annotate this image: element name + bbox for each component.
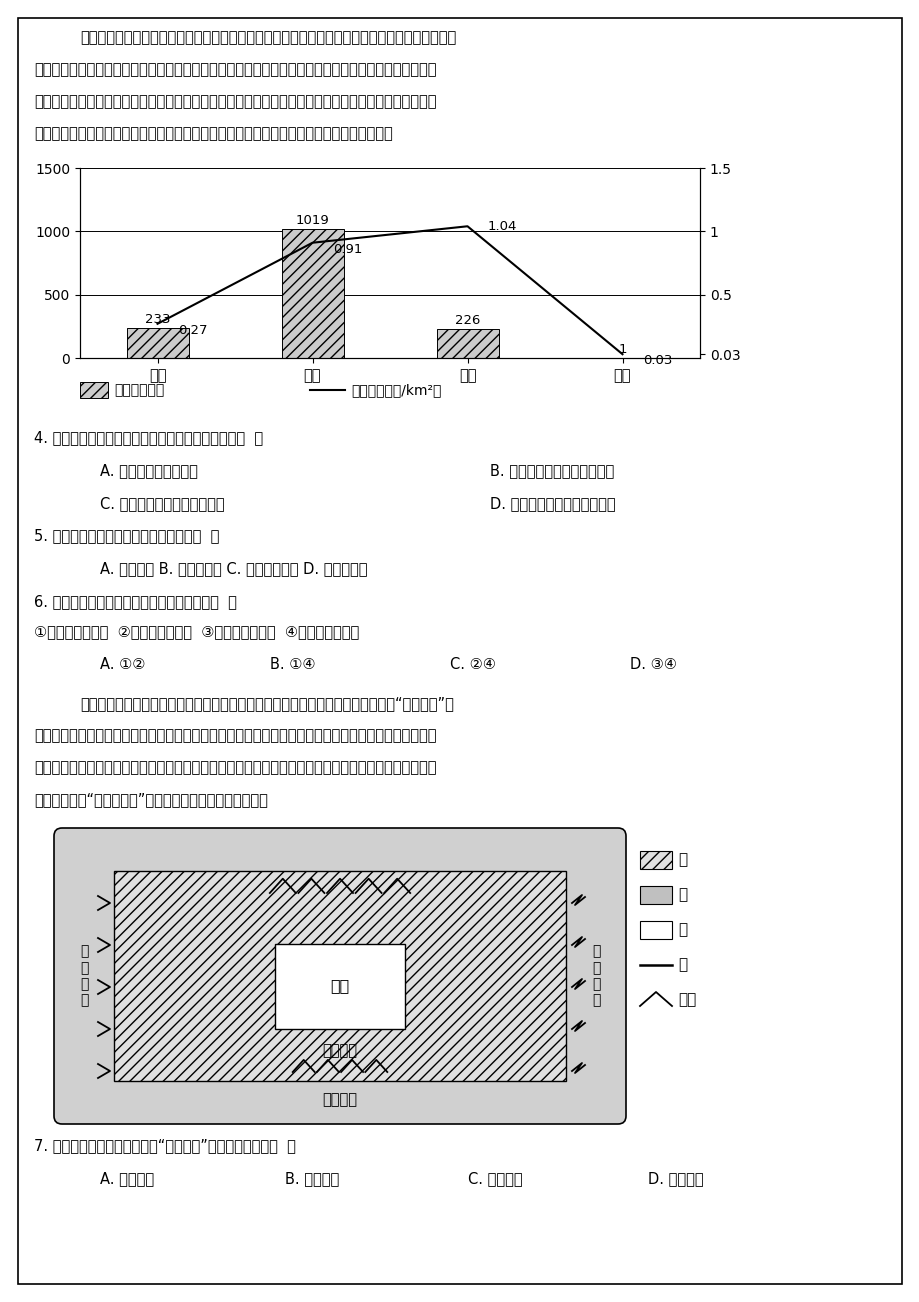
Text: 0.27: 0.27 [177, 324, 207, 337]
Text: 生产空间: 生产空间 [323, 1043, 357, 1059]
Text: A. 丘陵区灾点数量最多: A. 丘陵区灾点数量最多 [100, 464, 198, 478]
Bar [640, 921, 671, 939]
Text: 灾点密度（处/km²）: 灾点密度（处/km²） [351, 383, 441, 397]
Text: 平原四个地貌类型。该县崩塔、滑坡与不稳定斜坡主要发育于低山、丘陵等区域，泥石流主要分布于中山: 平原四个地貌类型。该县崩塔、滑坡与不稳定斜坡主要发育于低山、丘陵等区域，泥石流主… [34, 94, 436, 109]
Bar [275, 944, 404, 1029]
Text: 黄
土
丘
陵: 黄 土 丘 陵 [591, 945, 599, 1008]
Text: 0.91: 0.91 [333, 242, 362, 255]
Text: 丘陵: 丘陵 [677, 992, 696, 1008]
Text: 1.04: 1.04 [487, 220, 516, 233]
Text: ①人工抽取地下水  ②地下水溶蚀作用  ③降水季节差异大  ④滑坡泥石流导致: ①人工抽取地下水 ②地下水溶蚀作用 ③降水季节差异大 ④滑坡泥石流导致 [34, 624, 358, 639]
Text: 沉坑: 沉坑 [330, 979, 349, 993]
Text: B. 平原地区地质灾害为泥石流: B. 平原地区地质灾害为泥石流 [490, 464, 614, 478]
Text: B. ①④: B. ①④ [269, 658, 315, 672]
Text: 生态空间: 生态空间 [323, 1092, 357, 1108]
Text: 233: 233 [144, 314, 170, 327]
Text: C. ②④: C. ②④ [449, 658, 495, 672]
Text: C. 中山区不稳定斜坡分布最多: C. 中山区不稳定斜坡分布最多 [100, 496, 224, 510]
FancyBboxPatch shape [54, 828, 625, 1124]
Text: 5. 低山丘陵区的灾点密度较大的原因是（  ）: 5. 低山丘陵区的灾点密度较大的原因是（ ） [34, 529, 219, 543]
Text: 基
岩
山
地: 基 岩 山 地 [80, 945, 88, 1008]
Text: D. 利于避险: D. 利于避险 [647, 1170, 703, 1186]
Text: 地形地貌是崩滑流地质灾害活动的基础，很大程度上决定了崩滑流能否形成以及形成的类型、数量: 地形地貌是崩滑流地质灾害活动的基础，很大程度上决定了崩滑流能否形成以及形成的类型… [80, 30, 456, 46]
Text: 河: 河 [677, 957, 686, 973]
Text: 226: 226 [454, 314, 480, 327]
Text: D. ③④: D. ③④ [630, 658, 676, 672]
Text: 1019: 1019 [295, 214, 329, 227]
Text: 林: 林 [677, 888, 686, 902]
Text: A. 仰视风景: A. 仰视风景 [100, 1170, 154, 1186]
Text: 0.03: 0.03 [642, 354, 671, 367]
Text: 6. 地面塔陷主要分布在丘陵区的原因可能为（  ）: 6. 地面塔陷主要分布在丘陵区的原因可能为（ ） [34, 594, 236, 609]
Text: 黄土高原地区大量传统村落仍保持了较好的原生村落风景和特色浓郁的建筑风貌，“沉坑藏林”式: 黄土高原地区大量传统村落仍保持了较好的原生村落风景和特色浓郁的建筑风貌，“沉坑藏… [80, 697, 453, 711]
Bar [640, 852, 671, 868]
Bar [80, 381, 108, 398]
Text: 田: 田 [677, 853, 686, 867]
Text: 7. 完整塘面上的传统村落选择“沉坑藏林”式布局的理由是（  ）: 7. 完整塘面上的传统村落选择“沉坑藏林”式布局的理由是（ ） [34, 1138, 296, 1154]
Text: D. 丘陵区的灾点密度数值最大: D. 丘陵区的灾点密度数值最大 [490, 496, 615, 510]
Bar [436, 329, 498, 358]
Bar [114, 871, 565, 1081]
Text: 4. 关于崧义县不同地貌地质灾害分布说法正确的是（  ）: 4. 关于崧义县不同地貌地质灾害分布说法正确的是（ ） [34, 430, 263, 445]
Text: 传统村落是其中的典型代表之一，该类型传统村落一般位于完整塘面上，临近空间皆为平原耕地，无险可: 传统村落是其中的典型代表之一，该类型传统村落一般位于完整塘面上，临近空间皆为平原… [34, 728, 436, 743]
Text: B. 生活便利: B. 生活便利 [285, 1170, 339, 1186]
Text: C. 利于生产: C. 利于生产 [468, 1170, 522, 1186]
Text: A. ①②: A. ①② [100, 658, 145, 672]
Text: （密度）和规模。江西崇义县可划分为构造侵蚀中山、构造侵蚀剥蚀低山、构造侵蚀溶蚀丘陵和侵蚀堆积: （密度）和规模。江西崇义县可划分为构造侵蚀中山、构造侵蚀剥蚀低山、构造侵蚀溶蚀丘… [34, 62, 436, 77]
Text: A. 植被稀少 B. 山体落差大 C. 人类活动密集 D. 岩溨作用强: A. 植被稀少 B. 山体落差大 C. 人类活动密集 D. 岩溨作用强 [100, 561, 367, 575]
Text: 灾点数（数）: 灾点数（数） [114, 383, 165, 397]
Text: 依、无势可仗，主体窑洞以合院形式下沉于地坑中，下沉式院落之间高林密布，窑院藏于林间，二者浑然: 依、无势可仗，主体窑洞以合院形式下沉于地坑中，下沉式院落之间高林密布，窑院藏于林… [34, 760, 436, 775]
Bar [640, 885, 671, 904]
Bar [281, 229, 343, 358]
Bar [127, 328, 188, 358]
Text: 村: 村 [677, 923, 686, 937]
Text: 1: 1 [618, 342, 626, 355]
Text: 一体。图示意“沉坑藏林式”村落布局，据此完成下面小题。: 一体。图示意“沉坑藏林式”村落布局，据此完成下面小题。 [34, 792, 267, 807]
Text: 区，地面塔陷主要分布于丘陵区。如图为崧义县不同地貌地质灾害分布。据此完成下面小题。: 区，地面塔陷主要分布于丘陵区。如图为崧义县不同地貌地质灾害分布。据此完成下面小题… [34, 126, 392, 141]
